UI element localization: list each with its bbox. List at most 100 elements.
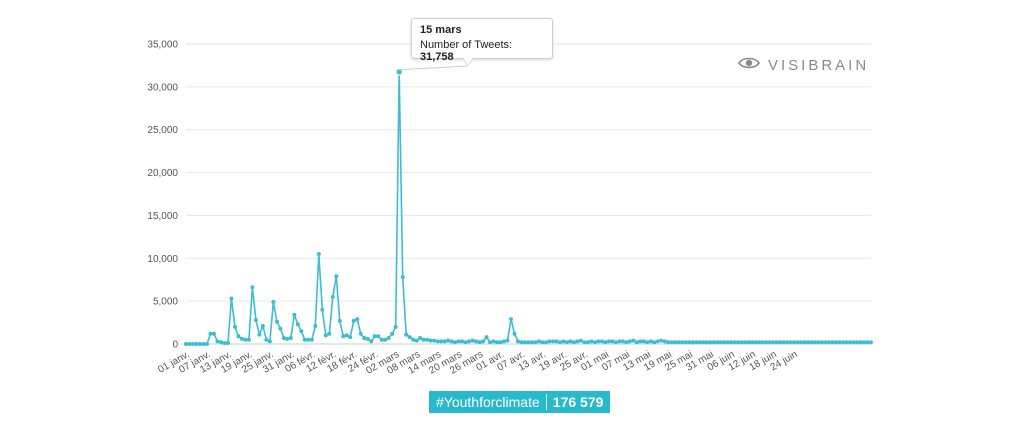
data-point[interactable] — [655, 339, 660, 344]
data-point[interactable] — [390, 331, 395, 336]
data-point[interactable] — [453, 340, 458, 345]
data-point[interactable] — [718, 340, 723, 345]
data-point[interactable] — [218, 340, 223, 345]
data-point[interactable] — [502, 339, 507, 344]
data-point[interactable] — [711, 340, 716, 345]
data-point[interactable] — [638, 339, 643, 344]
data-point[interactable] — [250, 285, 255, 290]
data-point[interactable] — [561, 339, 566, 344]
data-point[interactable] — [813, 340, 818, 345]
data-point[interactable] — [666, 340, 671, 345]
data-point[interactable] — [575, 339, 580, 344]
data-point[interactable] — [509, 317, 514, 322]
data-point[interactable] — [627, 339, 632, 344]
data-point[interactable] — [344, 333, 349, 338]
data-point[interactable] — [320, 307, 325, 312]
data-point[interactable] — [547, 339, 552, 344]
data-point[interactable] — [498, 340, 503, 345]
data-point[interactable] — [634, 340, 639, 345]
data-point[interactable] — [578, 338, 583, 343]
data-point[interactable] — [194, 342, 199, 346]
data-point[interactable] — [337, 318, 342, 323]
data-point[interactable] — [631, 338, 636, 343]
data-point[interactable] — [795, 340, 800, 345]
data-point[interactable] — [523, 340, 528, 345]
data-point[interactable] — [746, 340, 751, 345]
data-point[interactable] — [564, 340, 569, 345]
data-point[interactable] — [281, 336, 286, 340]
data-point[interactable] — [540, 340, 545, 345]
data-point[interactable] — [799, 340, 804, 345]
data-point[interactable] — [239, 336, 244, 341]
data-point[interactable] — [701, 340, 706, 345]
data-point[interactable] — [526, 340, 531, 345]
data-point[interactable] — [512, 331, 517, 336]
data-point[interactable] — [585, 340, 590, 345]
data-point[interactable] — [788, 340, 793, 345]
data-point[interactable] — [327, 331, 332, 336]
data-point[interactable] — [470, 338, 475, 343]
data-point[interactable] — [449, 339, 454, 344]
data-point[interactable] — [379, 337, 384, 342]
data-point[interactable] — [432, 338, 437, 343]
data-point[interactable] — [862, 340, 867, 345]
data-point[interactable] — [823, 340, 828, 345]
data-point[interactable] — [232, 324, 237, 329]
data-point[interactable] — [606, 339, 611, 344]
data-point[interactable] — [474, 339, 479, 344]
data-point[interactable] — [467, 339, 472, 344]
data-point[interactable] — [536, 339, 541, 344]
data-point[interactable] — [418, 336, 423, 340]
data-point[interactable] — [809, 340, 814, 345]
data-point[interactable] — [225, 341, 230, 346]
data-point[interactable] — [739, 340, 744, 345]
data-point[interactable] — [851, 340, 856, 345]
data-point[interactable] — [323, 333, 328, 338]
data-point[interactable] — [184, 342, 188, 346]
data-point[interactable] — [603, 340, 608, 345]
data-point[interactable] — [855, 340, 860, 345]
data-point[interactable] — [278, 326, 283, 331]
data-point[interactable] — [610, 339, 615, 344]
data-point[interactable] — [505, 338, 510, 343]
data-point[interactable] — [620, 339, 625, 344]
data-point[interactable] — [215, 339, 220, 344]
data-point[interactable] — [355, 317, 360, 322]
data-point[interactable] — [481, 339, 486, 344]
data-point[interactable] — [592, 340, 597, 345]
data-point[interactable] — [844, 340, 849, 345]
data-point[interactable] — [197, 342, 202, 346]
data-point[interactable] — [778, 340, 783, 345]
data-point[interactable] — [767, 340, 772, 345]
data-point[interactable] — [446, 338, 451, 343]
data-point[interactable] — [687, 340, 692, 345]
data-point[interactable] — [732, 340, 737, 345]
data-point[interactable] — [820, 340, 825, 345]
data-point[interactable] — [351, 318, 356, 323]
data-point[interactable] — [725, 340, 730, 345]
data-point[interactable] — [428, 338, 433, 343]
data-point[interactable] — [694, 340, 699, 345]
data-point[interactable] — [680, 340, 685, 345]
data-point[interactable] — [550, 339, 555, 344]
data-point[interactable] — [624, 340, 629, 345]
data-point[interactable] — [306, 337, 311, 342]
data-point[interactable] — [236, 334, 241, 339]
data-point[interactable] — [369, 339, 374, 344]
data-point[interactable] — [858, 340, 863, 345]
data-point[interactable] — [760, 340, 765, 345]
data-point[interactable] — [750, 340, 755, 345]
data-point[interactable] — [757, 340, 762, 345]
data-point[interactable] — [785, 340, 790, 345]
data-point[interactable] — [690, 340, 695, 345]
data-point[interactable] — [802, 340, 807, 345]
data-point[interactable] — [697, 340, 702, 345]
data-point[interactable] — [722, 340, 727, 345]
data-point[interactable] — [334, 274, 339, 279]
data-point[interactable] — [571, 340, 576, 345]
data-point[interactable] — [372, 334, 377, 339]
data-point[interactable] — [404, 332, 409, 337]
data-point[interactable] — [648, 339, 653, 344]
data-point[interactable] — [673, 340, 678, 345]
data-point[interactable] — [302, 337, 307, 342]
